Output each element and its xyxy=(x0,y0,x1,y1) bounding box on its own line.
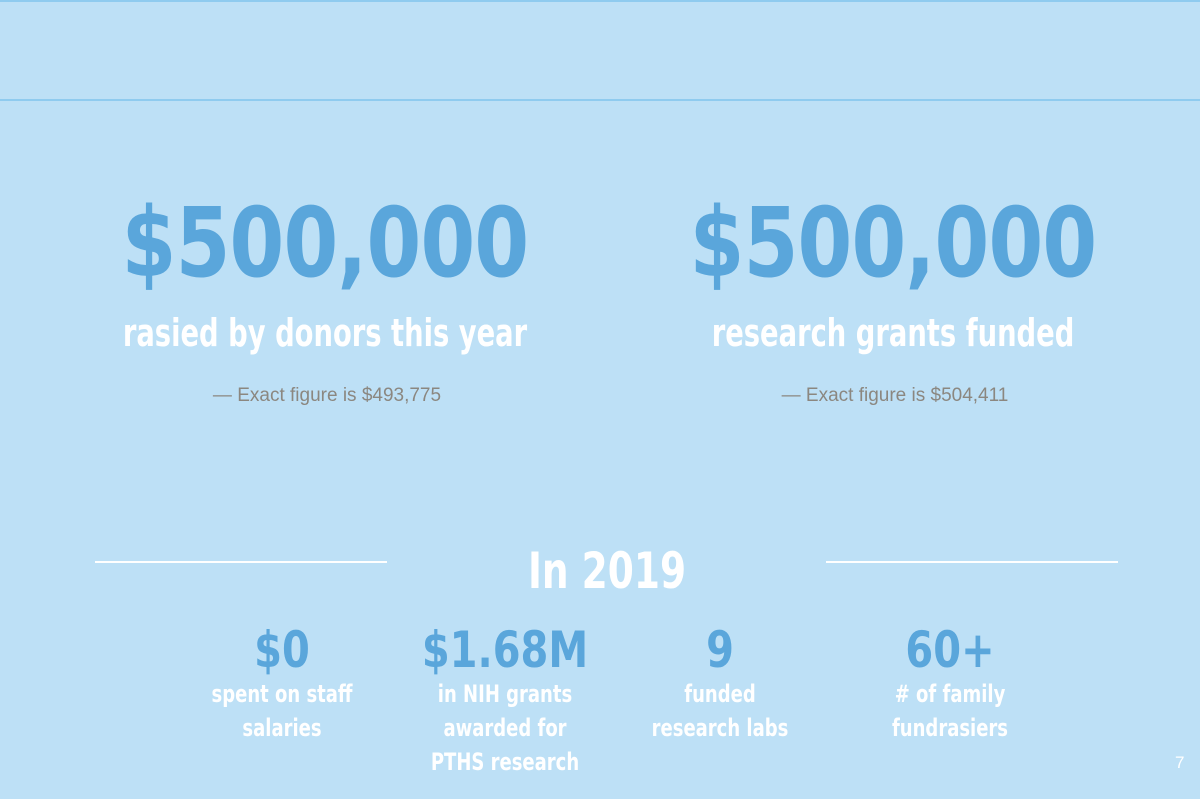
headline-note: — Exact figure is $493,775 xyxy=(212,385,442,406)
headline-label: rasied by donors this year xyxy=(122,311,528,355)
headline-value: $500,000 xyxy=(689,187,1098,299)
stat-label: spent on staff xyxy=(211,680,353,708)
headline-label: research grants funded xyxy=(711,311,1075,355)
stat-value: $1.68M xyxy=(421,621,589,679)
page-number: 7 xyxy=(1175,753,1185,772)
stat-label: # of family xyxy=(894,680,1006,708)
stat-label: PTHS research xyxy=(430,748,580,776)
headline-value: $500,000 xyxy=(121,187,530,299)
stat-label: funded xyxy=(684,680,756,708)
header-rule xyxy=(0,99,1200,101)
section-title: In 2019 xyxy=(527,542,687,600)
headline-note: — Exact figure is $504,411 xyxy=(781,385,1009,406)
top-border xyxy=(0,0,1200,2)
stat-value: 60+ xyxy=(905,621,995,679)
divider-line xyxy=(95,561,387,563)
divider-line xyxy=(826,561,1118,563)
stat-value: $0 xyxy=(254,621,310,679)
stat-label: salaries xyxy=(242,714,322,742)
stat-label: awarded for xyxy=(443,714,567,742)
stat-label: in NIH grants xyxy=(437,680,573,708)
stat-label: fundrasiers xyxy=(891,714,1009,742)
stat-value: 9 xyxy=(706,621,734,679)
stat-label: research labs xyxy=(651,714,789,742)
